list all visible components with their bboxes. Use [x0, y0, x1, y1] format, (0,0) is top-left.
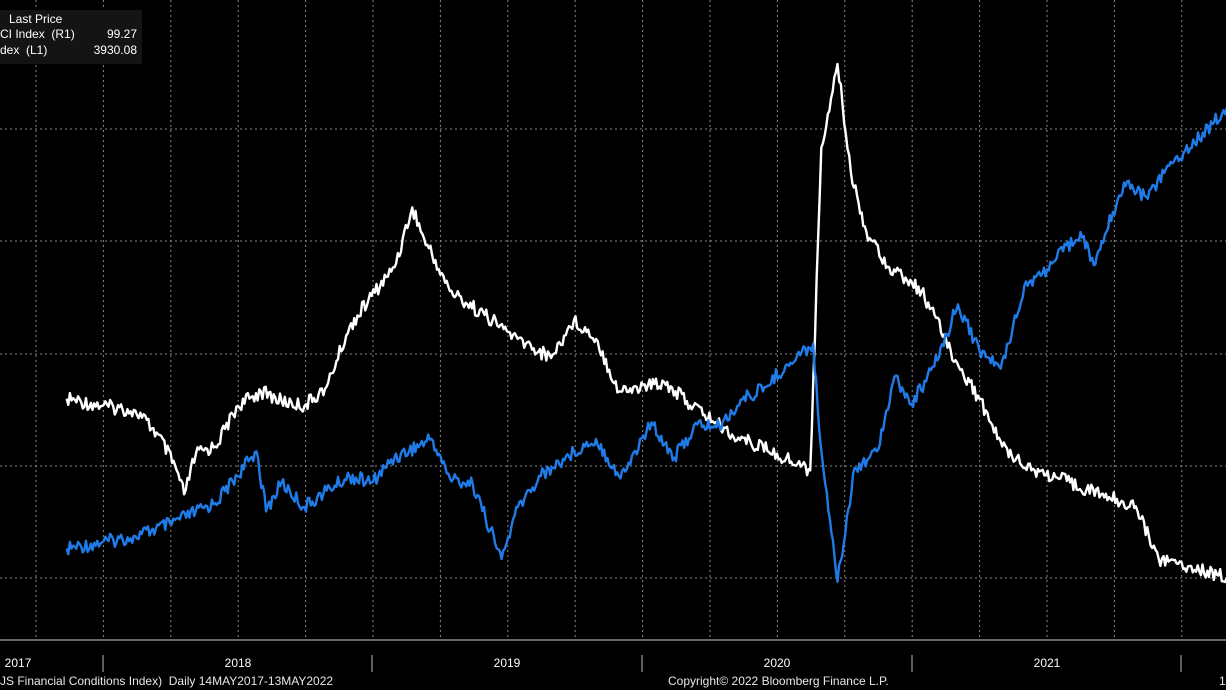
- x-tick-label: 2019: [493, 656, 521, 670]
- series-line: [65, 62, 1226, 584]
- legend-series-value: 3930.08: [93, 43, 137, 57]
- legend-series-value: 99.27: [106, 27, 137, 41]
- footer-source: JS Financial Conditions Index) Daily 14M…: [0, 674, 334, 688]
- legend-row-white: CI Index (R1) 99.27: [0, 27, 137, 42]
- legend-box: Last Price CI Index (R1) 99.27 dex (L1) …: [0, 10, 142, 64]
- series-line: [65, 106, 1226, 583]
- legend-series-name: dex (L1): [0, 43, 48, 57]
- chart-grid: [0, 0, 1226, 640]
- legend-header: Last Price: [9, 12, 63, 26]
- x-tick-label: 2017: [4, 656, 32, 670]
- legend-series-name: CI Index (R1): [0, 27, 75, 41]
- chart-series: [65, 62, 1226, 584]
- footer-edge: 1: [1219, 674, 1226, 688]
- x-tick-label: 2018: [224, 656, 252, 670]
- x-tick-label: 2021: [1033, 656, 1061, 670]
- x-axis-ticks: [102, 655, 1182, 672]
- x-tick-label: 2020: [763, 656, 791, 670]
- footer-copyright: Copyright© 2022 Bloomberg Finance L.P.: [668, 674, 889, 688]
- legend-row-blue: dex (L1) 3930.08: [0, 43, 137, 58]
